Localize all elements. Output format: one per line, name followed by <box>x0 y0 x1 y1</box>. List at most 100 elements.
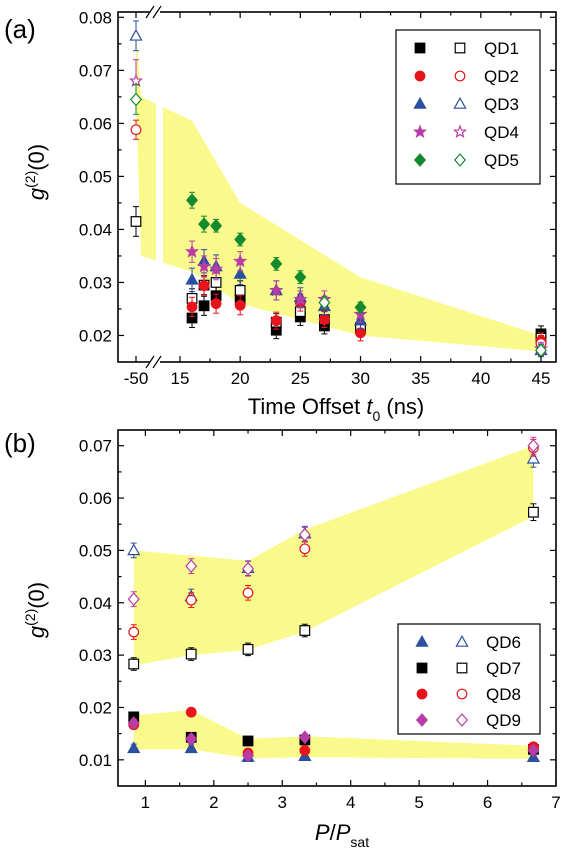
data-point-qd5-filled <box>198 217 211 232</box>
data-point-qd5-filled <box>294 270 307 285</box>
data-point-qd1-open <box>234 285 246 296</box>
x-tick-label: 15 <box>171 369 190 388</box>
data-point-qd9-filled <box>527 743 540 758</box>
legend-label: QD2 <box>484 67 519 86</box>
x-tick-label: 5 <box>414 793 423 812</box>
data-point-qd4-filled <box>184 244 200 258</box>
y-tick-label: 0.08 <box>79 8 112 27</box>
legend-marker-filled <box>414 42 426 54</box>
x-tick-label: 25 <box>291 369 310 388</box>
y-tick-label: 0.02 <box>79 326 112 345</box>
data-point-qd6-open <box>127 543 141 556</box>
data-point-qd2-filled <box>270 315 282 327</box>
y-tick-label: 0.06 <box>79 114 112 133</box>
data-point-qd7-open <box>242 643 254 655</box>
data-point-qd9-open <box>127 592 140 607</box>
x-tick-label: 2 <box>209 793 218 812</box>
legend-label: QD7 <box>486 659 521 678</box>
data-point-qd5-filled <box>270 256 283 271</box>
legend-marker-filled <box>416 688 428 700</box>
legend-marker-filled <box>414 70 426 82</box>
panel-b-y-axis-title: g(2)(0) <box>22 582 49 638</box>
data-point-qd2-filled <box>210 298 222 310</box>
data-point-qd6-filled <box>184 741 198 754</box>
legend-marker-open <box>454 70 466 82</box>
legend-marker-open <box>453 96 467 109</box>
legend-marker-open <box>454 153 466 167</box>
legend-marker-filled <box>414 153 426 167</box>
panel-b-plot: 0.01 0.02 0.03 0.04 0.05 0.06 0.07 1 2 3 4 5 6 7 QD6 QD… <box>79 429 561 812</box>
data-point-qd3-filled <box>233 266 247 279</box>
data-point-qd9-filled <box>127 716 140 731</box>
y-tick-label: 0.02 <box>79 698 112 717</box>
data-point-qd4-filled <box>269 282 284 297</box>
data-point-qd5-open <box>130 92 142 107</box>
data-point-qd9-open <box>527 438 540 453</box>
legend-marker-filled <box>416 713 428 727</box>
data-point-qd5-open <box>318 295 331 310</box>
y-tick-label: 0.06 <box>79 489 112 508</box>
x-tick-label: 7 <box>551 793 560 812</box>
legend-marker-filled <box>415 634 429 647</box>
axis-break-cover <box>150 359 160 365</box>
data-point-qd4-filled <box>293 291 308 306</box>
y-tick-label: 0.04 <box>79 594 112 613</box>
data-point-qd8-open <box>128 626 140 638</box>
axis-break-mark <box>145 5 155 19</box>
legend-marker-open <box>456 688 468 700</box>
data-point-qd1-open <box>130 216 142 227</box>
panel-a-label: (a) <box>4 14 36 44</box>
x-tick-label: 30 <box>351 369 370 388</box>
data-point-qd3-open <box>129 28 143 41</box>
data-point-qd8-open <box>185 594 197 606</box>
x-tick-label: 45 <box>532 369 551 388</box>
legend-label: QD4 <box>484 123 519 142</box>
plot-frame <box>117 429 557 787</box>
x-tick-label: -50 <box>124 369 149 388</box>
shaded-band-2 <box>133 710 534 759</box>
data-point-qd4-filled <box>196 259 212 273</box>
data-point-qd9-open <box>242 561 255 576</box>
y-tick-label: 0.05 <box>79 541 112 560</box>
panel-a-plot: 0.02 0.03 0.04 0.05 0.06 0.07 0.08 -50 15 20 25 30 3… <box>79 5 557 388</box>
data-point-qd8-filled <box>299 745 311 756</box>
data-point-qd1-filled <box>198 300 210 312</box>
axis-break-gap <box>156 12 163 362</box>
x-tick-label: 3 <box>278 793 287 812</box>
x-tick-label: 1 <box>141 793 150 812</box>
x-tick-label: 20 <box>231 369 250 388</box>
legend-label: QD9 <box>486 711 521 730</box>
y-tick-label: 0.07 <box>79 61 112 80</box>
x-tick-label: 6 <box>483 793 492 812</box>
data-point-qd9-filled <box>242 748 255 763</box>
data-point-qd5-filled <box>354 300 367 315</box>
y-tick-label: 0.07 <box>79 437 112 456</box>
shaded-band-1 <box>133 445 534 666</box>
data-point-qd6-open <box>526 451 541 464</box>
axis-break-mark <box>152 355 162 369</box>
data-point-qd9-filled <box>298 730 311 745</box>
data-point-qd9-open <box>298 527 311 542</box>
legend-marker-open <box>456 662 468 674</box>
data-point-qd2-filled <box>198 280 210 292</box>
data-point-qd2-filled <box>186 301 198 313</box>
data-point-qd5-filled <box>234 232 247 247</box>
legend-label: QD5 <box>484 151 519 170</box>
data-point-qd2-open <box>130 124 142 136</box>
data-point-qd2-filled <box>355 327 366 339</box>
y-tick-label: 0.03 <box>79 646 112 665</box>
x-tick-label: 40 <box>471 369 490 388</box>
data-point-qd7-open <box>528 506 539 518</box>
legend-label: QD6 <box>486 633 521 652</box>
panel-b-x-axis-title: P/Psat <box>315 820 369 850</box>
data-point-qd6-filled <box>127 741 141 754</box>
axis-break-mark <box>145 355 155 369</box>
data-point-qd4-filled <box>233 253 248 268</box>
y-tick-label: 0.01 <box>79 751 112 770</box>
data-point-qd8-open <box>242 587 254 599</box>
panel-a-y-axis-title: g(2)(0) <box>22 144 49 200</box>
panel-b-label: (b) <box>4 428 36 458</box>
legend-marker-open <box>454 42 466 54</box>
data-point-qd9-filled <box>185 731 198 746</box>
data-point-qd4-filled <box>209 261 224 276</box>
